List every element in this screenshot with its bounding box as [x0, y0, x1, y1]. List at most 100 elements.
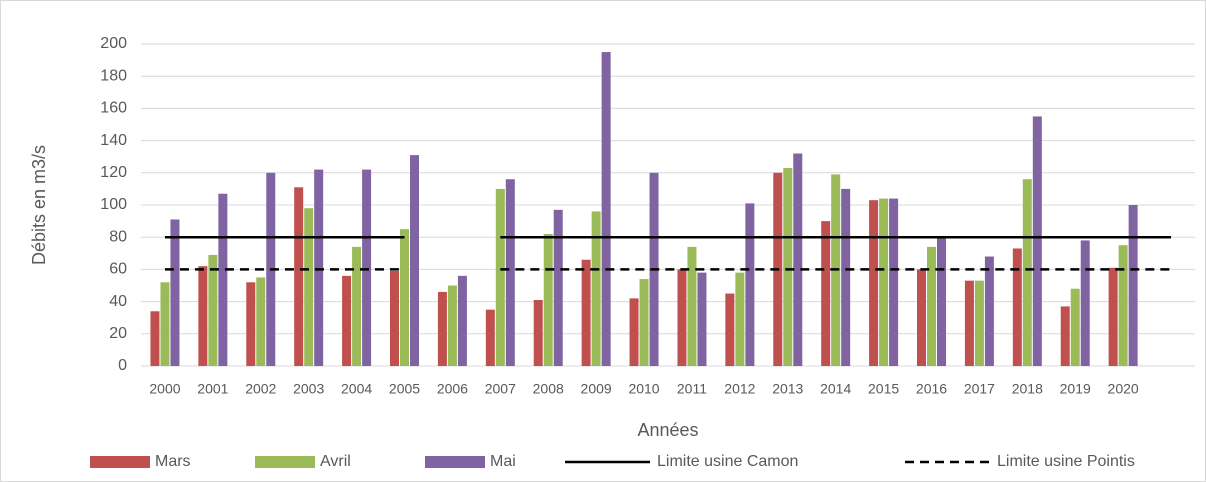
x-tick-label: 2003 — [293, 381, 324, 397]
x-tick-label: 2002 — [245, 381, 276, 397]
x-tick-label: 2000 — [149, 381, 180, 397]
bar — [1070, 288, 1080, 366]
bar — [697, 272, 707, 366]
bar — [821, 221, 831, 366]
bar — [485, 309, 495, 366]
bar — [745, 203, 755, 366]
bar — [170, 219, 180, 366]
y-tick-label: 20 — [109, 325, 127, 342]
legend-swatch — [90, 456, 150, 468]
y-tick-label: 80 — [109, 228, 127, 245]
bar — [1118, 245, 1128, 366]
bar — [974, 280, 984, 366]
x-tick-label: 2013 — [772, 381, 803, 397]
bar — [533, 299, 543, 366]
bar — [725, 293, 735, 366]
bar — [457, 275, 467, 366]
bar — [879, 198, 889, 366]
bar — [256, 277, 266, 366]
y-axis-title: Débits en m3/s — [29, 145, 49, 265]
bar — [677, 269, 687, 366]
bar — [505, 179, 515, 366]
bar — [218, 193, 228, 366]
bar — [198, 266, 208, 366]
x-tick-label: 2008 — [533, 381, 564, 397]
bar — [400, 229, 409, 366]
y-tick-label: 120 — [100, 164, 127, 181]
bar — [160, 282, 170, 366]
x-tick-label: 2015 — [868, 381, 899, 397]
legend-swatch — [255, 456, 315, 468]
x-tick-label: 2017 — [964, 381, 995, 397]
bar — [735, 272, 745, 366]
bar — [869, 200, 879, 366]
bar — [410, 155, 419, 366]
bar — [1080, 240, 1090, 366]
x-tick-label: 2014 — [820, 381, 851, 397]
bar — [1060, 306, 1070, 366]
bar — [793, 153, 803, 366]
legend-swatch — [425, 456, 485, 468]
bar — [294, 187, 304, 366]
bar — [927, 246, 936, 366]
x-tick-label: 2016 — [916, 381, 947, 397]
bar — [1022, 179, 1032, 366]
legend-label: Mars — [155, 453, 191, 470]
bar — [639, 279, 649, 366]
bar — [553, 209, 563, 366]
bar — [150, 311, 160, 366]
bar — [1108, 267, 1118, 366]
bar — [342, 275, 352, 366]
bar — [447, 285, 457, 366]
x-tick-label: 2020 — [1108, 381, 1139, 397]
bar — [1012, 248, 1022, 366]
bar — [937, 237, 946, 366]
bar — [601, 52, 611, 367]
bar — [687, 246, 697, 366]
x-tick-label: 2011 — [677, 381, 707, 397]
x-tick-label: 2012 — [724, 381, 755, 397]
y-tick-label: 40 — [109, 293, 127, 310]
x-tick-label: 2005 — [389, 381, 420, 397]
bar — [984, 256, 994, 366]
bar — [246, 282, 256, 366]
legend-label: Limite usine Pointis — [997, 453, 1135, 470]
bar — [352, 246, 362, 366]
bar — [841, 188, 851, 366]
y-tick-label: 0 — [118, 357, 127, 374]
x-tick-label: 2019 — [1060, 381, 1091, 397]
bar — [889, 198, 899, 366]
bar — [314, 169, 324, 366]
x-tick-label: 2010 — [628, 381, 659, 397]
y-tick-label: 160 — [100, 100, 127, 117]
bar — [1128, 205, 1138, 366]
bar — [390, 271, 399, 366]
x-tick-label: 2006 — [437, 381, 468, 397]
x-axis-title: Années — [637, 420, 698, 440]
x-tick-label: 2007 — [485, 381, 516, 397]
bar — [581, 259, 591, 366]
legend-label: Mai — [490, 453, 516, 470]
x-tick-label: 2018 — [1012, 381, 1043, 397]
legend-label: Limite usine Camon — [657, 453, 798, 470]
bar — [208, 254, 218, 366]
y-tick-label: 180 — [100, 67, 127, 84]
bar — [783, 167, 793, 366]
bar — [543, 233, 553, 366]
legend-label: Avril — [320, 453, 351, 470]
bar — [362, 169, 372, 366]
y-tick-label: 200 — [100, 35, 127, 52]
bar — [964, 280, 974, 366]
bar — [629, 298, 639, 366]
bar — [304, 208, 314, 366]
x-tick-label: 2004 — [341, 381, 372, 397]
bar — [437, 291, 447, 366]
x-tick-label: 2009 — [581, 381, 612, 397]
y-tick-label: 140 — [100, 132, 127, 149]
y-tick-label: 100 — [100, 196, 127, 213]
bar — [917, 269, 926, 366]
bar — [1032, 116, 1042, 366]
x-tick-label: 2001 — [197, 381, 228, 397]
